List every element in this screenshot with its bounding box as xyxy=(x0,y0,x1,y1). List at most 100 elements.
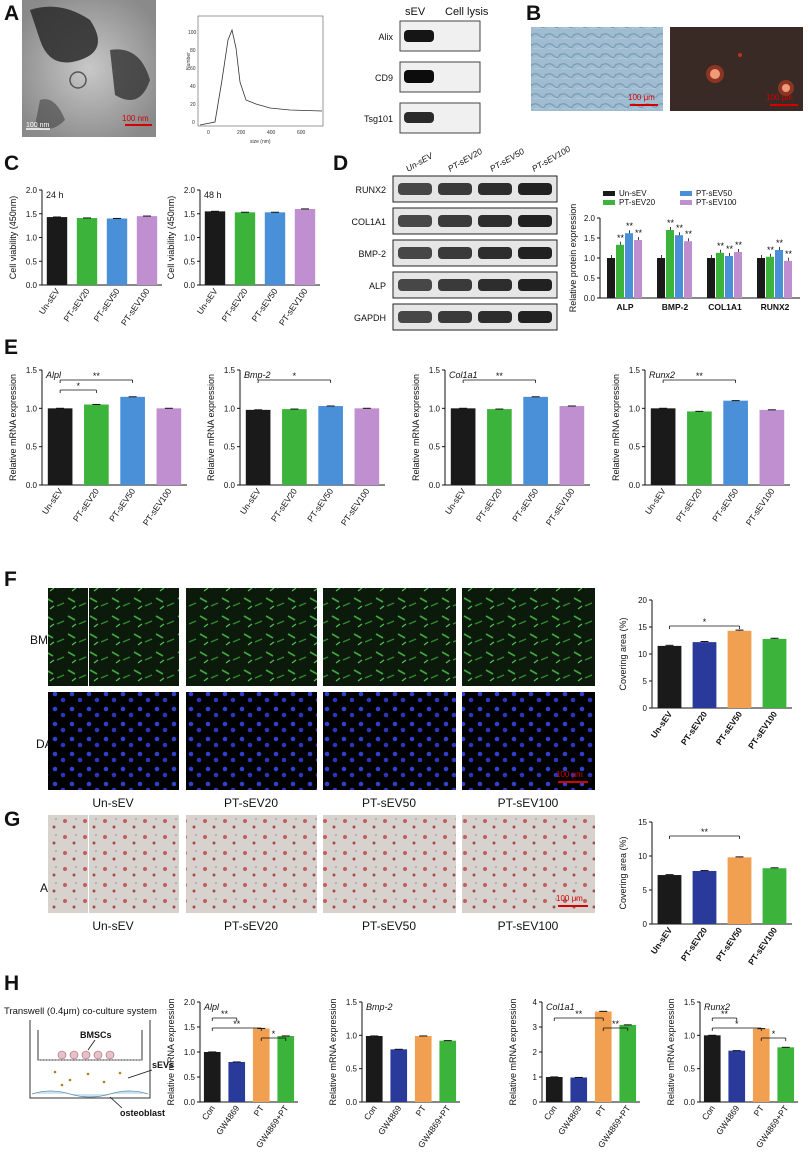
category-label: GW4869 xyxy=(376,1103,404,1136)
g-col-label: PT-sEV100 xyxy=(498,919,559,933)
bar-3 xyxy=(594,1011,612,1102)
category-label: PT-sEV20 xyxy=(679,925,710,963)
sig-label: ** xyxy=(575,1009,583,1019)
mrna-chart-bmp2: 0.0 0.5 1.0 1.5 Relative mRNA expression Un-s… xyxy=(206,366,385,527)
bar-4 xyxy=(777,1047,795,1102)
y-axis-label: Relative protein expression xyxy=(568,204,578,313)
y-tick-label: 1.0 xyxy=(184,234,196,243)
y-tick-label: 0.0 xyxy=(429,481,441,490)
b-scale-label: 100 μm xyxy=(766,93,793,102)
chart-title: 24 h xyxy=(46,190,64,200)
sig-label: ** xyxy=(701,827,709,837)
category-label: PT-sEV100 xyxy=(746,925,779,967)
transwell-schematic: Transwell (0.4μm) co-culture system BMSC… xyxy=(4,1006,174,1118)
blot-col-label: Un-sEV xyxy=(404,150,436,174)
category-label: PT-sEV50 xyxy=(510,486,540,523)
y-axis-label: Relative mRNA expression xyxy=(8,374,18,481)
y-tick-label: 1.5 xyxy=(346,998,358,1007)
panel-letter-a: A xyxy=(4,2,19,25)
y-tick-label: 1.0 xyxy=(184,1048,196,1057)
bar-ALP-3 xyxy=(625,233,633,298)
y-tick-label: 0.5 xyxy=(26,257,38,266)
nta-plot: Number size (nm) 0 200 400 600 100 80 60… xyxy=(186,15,324,145)
blot-band xyxy=(438,183,472,195)
category-label: PT-sEV50 xyxy=(710,486,740,523)
y-tick-label: 5 xyxy=(643,677,648,686)
bar-3 xyxy=(752,1028,770,1102)
bar-2 xyxy=(282,409,307,485)
y-tick-label: 4 xyxy=(533,998,538,1007)
bar-1 xyxy=(245,409,271,485)
sev-dots xyxy=(53,1070,122,1087)
bar-4 xyxy=(156,408,182,485)
mrna-chart-runx2: 0.0 0.5 1.0 1.5 Relative mRNA expression Un-s… xyxy=(611,366,790,527)
y-tick-label: 2.0 xyxy=(26,186,38,195)
bar-COL1A1-3 xyxy=(725,256,733,298)
y-tick-label: 2 xyxy=(533,1048,538,1057)
y-tick-label: 0.0 xyxy=(26,481,38,490)
sig-label: * xyxy=(772,1029,776,1039)
g-img-20 xyxy=(186,815,317,913)
g-scale-label: 100 μm xyxy=(556,894,583,903)
bar-BMP-2-3 xyxy=(675,235,683,298)
legend-label: PT-sEV20 xyxy=(619,198,656,207)
category-label: Un-sEV xyxy=(238,486,263,516)
y-axis-label: Relative mRNA expression xyxy=(666,998,676,1105)
y-tick-label: 15 xyxy=(638,818,647,827)
nta-ytick: 40 xyxy=(190,84,196,90)
category-label: GW4869 xyxy=(214,1103,242,1136)
category-label: PT-sEV20 xyxy=(61,286,91,323)
y-tick-label: 1.0 xyxy=(584,254,596,263)
y-axis-label: Cell viability (450nm) xyxy=(166,196,176,280)
blot-row-label: RUNX2 xyxy=(355,185,386,195)
f-img-dapi-50 xyxy=(323,692,456,790)
y-tick-label: 0.0 xyxy=(224,481,236,490)
group-label: COL1A1 xyxy=(708,302,742,312)
y-tick-label: 2.0 xyxy=(184,998,196,1007)
chart-title: Bmp-2 xyxy=(244,370,271,380)
blot-row-label: GAPDH xyxy=(354,313,386,323)
blot-band xyxy=(518,215,552,227)
blot-band xyxy=(518,311,552,323)
nta-xtick: 400 xyxy=(267,130,276,136)
category-label: PT-sEV20 xyxy=(474,486,504,523)
bar-COL1A1-1 xyxy=(707,258,715,298)
bar-3 xyxy=(727,630,752,708)
y-tick-label: 0 xyxy=(643,920,648,929)
sig-label: ** xyxy=(93,371,101,381)
bar-2 xyxy=(234,212,256,285)
nta-xtick: 0 xyxy=(207,130,210,136)
y-tick-label: 10 xyxy=(638,650,647,659)
bmsc-cells xyxy=(57,1050,115,1060)
bar-2 xyxy=(390,1049,408,1102)
y-tick-label: 0.5 xyxy=(346,1065,358,1074)
blot-band xyxy=(478,279,512,291)
bar-2 xyxy=(76,218,98,285)
y-tick-label: 1.5 xyxy=(584,234,596,243)
chart-title: 48 h xyxy=(204,190,222,200)
bar-3 xyxy=(252,1028,270,1102)
y-tick-label: 1.0 xyxy=(684,1031,696,1040)
bar-ALP-2 xyxy=(616,244,624,298)
y-axis-label: Relative mRNA expression xyxy=(166,998,176,1105)
category-label: Un-sEV xyxy=(649,709,675,740)
g-image-grid: 100 μm xyxy=(48,815,595,913)
legend-swatch xyxy=(603,200,615,205)
category-label: PT xyxy=(413,1103,427,1118)
panel-letter-d: D xyxy=(333,152,348,175)
bar-1 xyxy=(46,217,68,285)
category-label: PT-sEV20 xyxy=(674,486,704,523)
category-label: Un-sEV xyxy=(443,486,468,516)
y-tick-label: 1.5 xyxy=(26,210,38,219)
sig-label: ** xyxy=(767,245,775,255)
y-tick-label: 20 xyxy=(638,596,647,605)
cell-image-brightfield: 100 μm xyxy=(531,27,663,111)
legend-swatch xyxy=(603,191,615,196)
blot-col-label: PT-sEV50 xyxy=(488,146,526,174)
category-label: PT-sEV100 xyxy=(141,486,174,527)
blot-band xyxy=(518,247,552,259)
y-tick-label: 1.0 xyxy=(26,234,38,243)
sig-label: * xyxy=(76,381,80,391)
